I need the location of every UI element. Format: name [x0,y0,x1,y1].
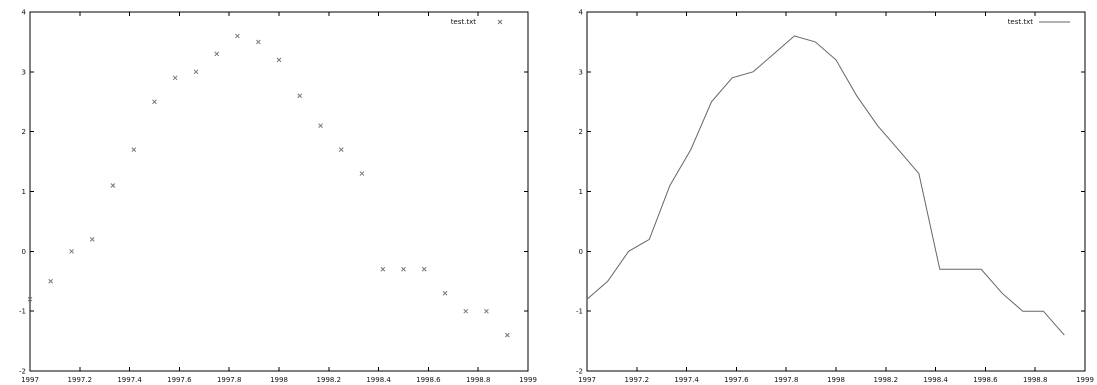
chart1-data-point [69,248,74,254]
chart2-x-tick-label: 1997.6 [724,376,749,384]
chart1-y-tick-label: 3 [22,68,26,76]
chart1-x-tick-label: 1997.4 [117,376,142,384]
chart1-y-tick-label: 0 [22,248,26,256]
chart1-y-tick-label: 2 [22,128,26,136]
chart1-data-point [48,278,54,284]
chart1-data-point [297,93,303,99]
chart1-data-point [131,147,137,152]
chart2-x-tick-label: 1998.4 [923,376,948,384]
chart1-data-point [27,296,33,302]
chart2-x-tick-label: 1998.8 [1023,376,1048,384]
chart2-x-tick-label: 1997 [578,376,596,384]
chart1-x-tick-label: 1999 [519,376,537,384]
chart2-y-tick-label: -1 [576,308,583,316]
chart2-legend-label: test.txt [1008,18,1034,26]
chart1-x-tick-label: 1998.6 [416,376,441,384]
chart1-x-tick-label: 1998 [270,376,288,384]
chart2-y-tick-label: 1 [579,188,583,196]
chart1-x-tick-label: 1998.4 [366,376,391,384]
chart1-y-tick-label: -2 [19,368,26,376]
chart2-x-tick-label: 1998.6 [973,376,998,384]
chart1-data-point [504,332,510,338]
chart1-data-point [401,266,406,272]
chart2-y-tick-label: 3 [579,68,583,76]
chart1-y-tick-label: 4 [22,9,27,17]
chart1-data-point [214,51,220,57]
chart1-data-point [193,69,199,75]
chart2-plot-frame [586,11,1086,372]
chart1-y-tick-label: 1 [22,188,26,196]
chart1-data-point [172,75,178,81]
chart1-data-point [463,308,469,314]
chart1-data-point [235,33,240,39]
chart1-x-tick-label: 1997 [21,376,39,384]
chart1-legend-label: test.txt [451,18,477,26]
chart1-data-point [110,183,116,188]
chart2-x-tick-label: 1997.2 [625,376,650,384]
chart2-y-tick-label: 4 [579,9,584,17]
chart2-x-tick-label: 1997.4 [674,376,699,384]
chart2-x-tick-label: 1998 [827,376,845,384]
chart1-data-point [359,171,365,176]
chart1-data-point [276,57,282,63]
chart1-data-point [484,308,489,314]
chart1-x-tick-label: 1998.8 [466,376,491,384]
chart1-y-tick-label: -1 [19,308,26,316]
chart2-series-line [586,35,1065,336]
chart1-data-point [255,39,261,45]
chart2-y-tick-label: -2 [576,368,583,376]
chart1-plot-frame [29,11,529,372]
chart2-y-tick-label: 0 [579,248,583,256]
chart2-y-tick-label: 2 [579,128,583,136]
chart2-x-tick-label: 1999 [1076,376,1094,384]
chart1-data-point [442,290,448,296]
chart1-x-tick-label: 1997.8 [217,376,242,384]
chart1-data-point [89,237,95,242]
chart1-data-point [152,99,157,105]
chart1-x-tick-label: 1997.6 [167,376,192,384]
chart1-data-point [318,123,323,129]
chart1-x-tick-label: 1998.2 [317,376,342,384]
chart1-data-point [380,266,386,272]
chart2-x-tick-label: 1998.2 [874,376,899,384]
chart2-x-tick-label: 1997.8 [774,376,799,384]
chart1-data-point [421,266,427,272]
chart1-data-point [338,147,344,152]
chart1-legend-marker [497,19,503,25]
chart1-x-tick-label: 1997.2 [68,376,93,384]
